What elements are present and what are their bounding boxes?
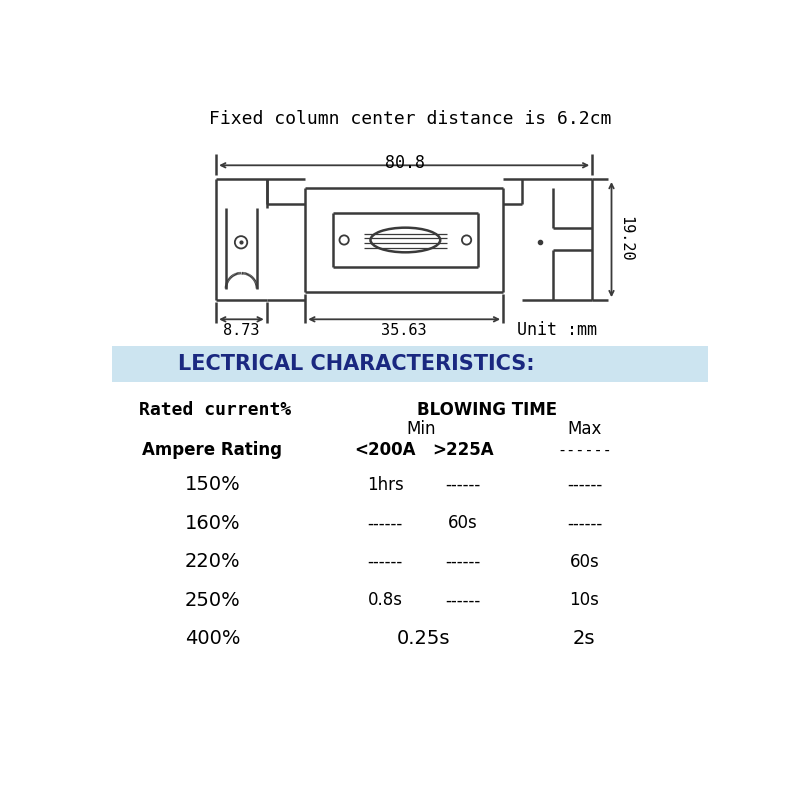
Text: ------: ------ [367,553,403,571]
Text: 250%: 250% [185,591,240,610]
Text: BLOWING TIME: BLOWING TIME [418,401,558,419]
Text: ------: ------ [566,514,602,532]
Text: 160%: 160% [185,514,240,533]
Text: ------: ------ [445,591,480,610]
Text: 10s: 10s [570,591,599,610]
Text: Ampere Rating: Ampere Rating [142,442,282,459]
Text: ------: ------ [557,442,612,458]
Text: Min: Min [407,420,436,438]
Text: ------: ------ [445,476,480,494]
Text: Fixed column center distance is 6.2cm: Fixed column center distance is 6.2cm [209,110,611,128]
Text: Unit :mm: Unit :mm [518,321,598,339]
Text: ------: ------ [566,476,602,494]
Text: 8.73: 8.73 [222,322,259,338]
Bar [112,346,708,382]
Text: 19.20: 19.20 [618,217,633,262]
Text: 220%: 220% [185,552,240,571]
Text: 150%: 150% [185,475,240,494]
Text: <200A: <200A [354,442,416,459]
Text: Rated current%: Rated current% [138,401,291,419]
Text: >225A: >225A [432,442,494,459]
Text: 400%: 400% [185,630,240,648]
Text: ------: ------ [445,553,480,571]
Text: 1hrs: 1hrs [367,476,403,494]
Text: Max: Max [567,420,602,438]
Text: 0.8s: 0.8s [368,591,402,610]
Text: 2s: 2s [573,630,596,648]
Text: ------: ------ [367,514,403,532]
Text: 35.63: 35.63 [381,322,426,338]
Text: 0.25s: 0.25s [397,630,450,648]
Text: 80.8: 80.8 [386,154,426,172]
Text: LECTRICAL CHARACTERISTICS:: LECTRICAL CHARACTERISTICS: [178,354,534,374]
Text: 60s: 60s [570,553,599,571]
Text: 60s: 60s [448,514,478,532]
